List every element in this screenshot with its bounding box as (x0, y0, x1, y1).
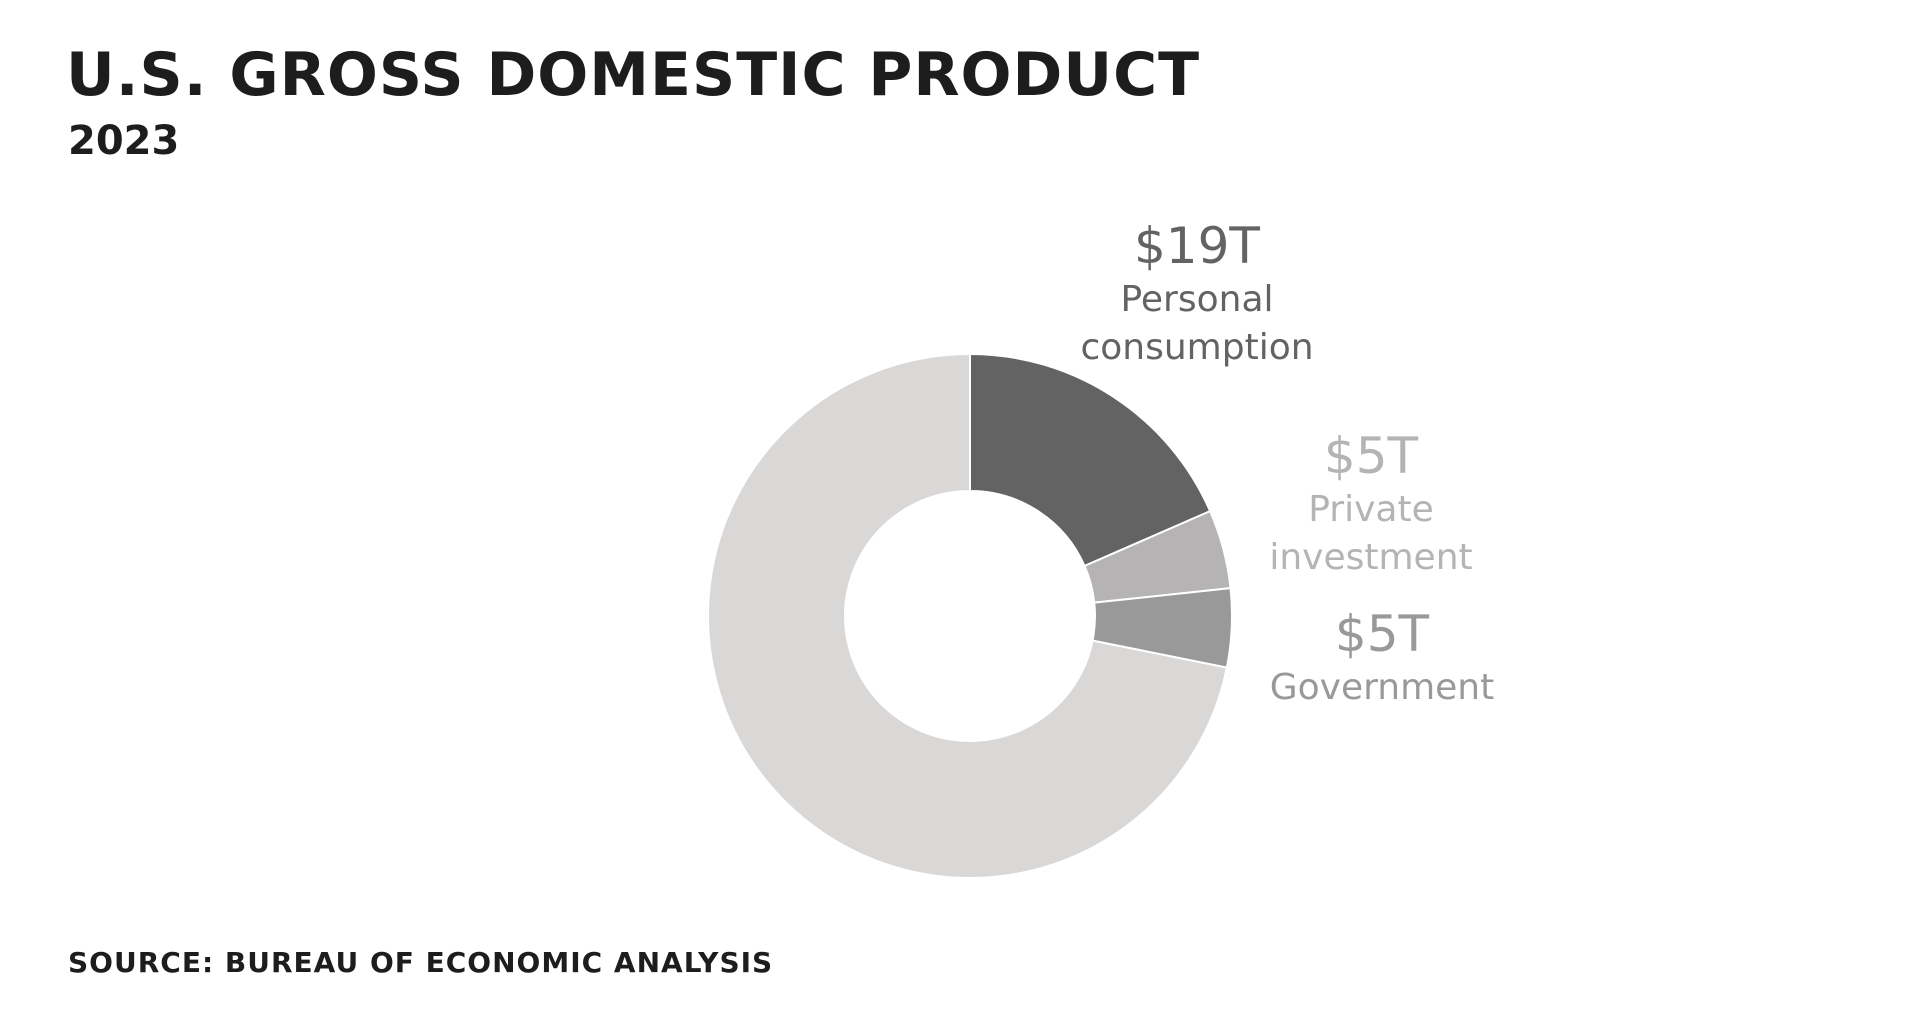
chart-title: U.S. GROSS DOMESTIC PRODUCT (66, 40, 1201, 110)
category-label: Private investment (1269, 489, 1473, 578)
value-label: $19T (1134, 217, 1260, 275)
donut-slice (969, 352, 1212, 568)
chart-subtitle: 2023 (68, 118, 180, 164)
slice-label: $19T Personal consumption (1047, 216, 1347, 372)
value-label: $5T (1323, 427, 1419, 485)
donut-slice (707, 352, 1229, 879)
value-label: $5T (1334, 605, 1430, 663)
slice-label: $5T Government (1232, 604, 1532, 712)
category-label: Personal consumption (1080, 279, 1314, 368)
chart-source: SOURCE: BUREAU OF ECONOMIC ANALYSIS (68, 946, 774, 979)
category-label: Government (1269, 667, 1495, 708)
slice-label: $5T Private investment (1221, 426, 1521, 582)
